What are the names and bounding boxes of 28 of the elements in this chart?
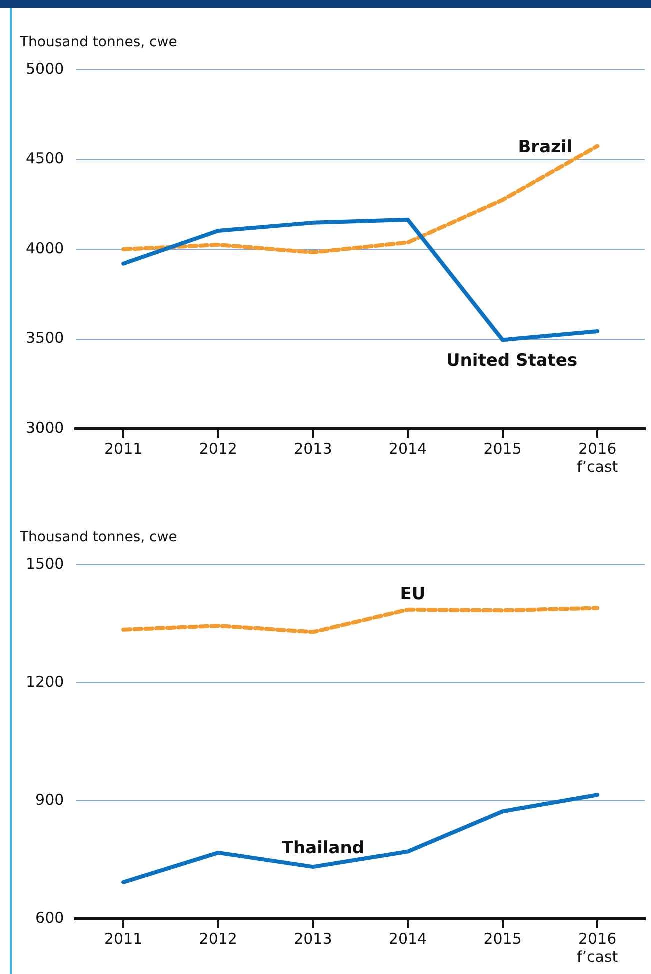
y-axis-title: Thousand tonnes, cwe xyxy=(19,34,178,51)
series-label: United States xyxy=(446,350,578,371)
x-tick-label: 2016 f’cast xyxy=(577,440,618,476)
y-tick-label: 1200 xyxy=(26,672,64,691)
y-tick-label: 4500 xyxy=(26,150,64,168)
x-tick-label: 2014 xyxy=(388,440,428,458)
x-tick-label: 2015 xyxy=(484,440,522,458)
x-tick-label: 2011 xyxy=(104,930,143,948)
y-tick-label: 4000 xyxy=(26,239,64,258)
y-tick-label: 900 xyxy=(36,790,64,809)
x-tick-label: 2013 xyxy=(294,930,332,948)
x-tick-label: 2013 xyxy=(294,440,332,458)
y-tick-label: 1500 xyxy=(26,554,64,573)
series-label: Thailand xyxy=(282,838,364,858)
y-tick-label: 5000 xyxy=(26,60,64,78)
x-tick-label: 2015 xyxy=(484,930,522,948)
y-tick-label: 3000 xyxy=(26,418,64,437)
y-tick-label: 3500 xyxy=(26,329,64,348)
series-label: Brazil xyxy=(518,138,573,158)
x-tick-label: 2011 xyxy=(104,440,143,458)
y-tick-label: 600 xyxy=(36,908,64,927)
x-tick-label: 2014 xyxy=(388,930,428,948)
x-tick-label: 2012 xyxy=(199,930,238,948)
series-label: EU xyxy=(400,584,426,604)
y-axis-title: Thousand tonnes, cwe xyxy=(19,530,178,546)
x-tick-label: 2016 f’cast xyxy=(577,930,618,966)
x-tick-label: 2012 xyxy=(199,440,238,458)
line-series xyxy=(122,606,600,634)
